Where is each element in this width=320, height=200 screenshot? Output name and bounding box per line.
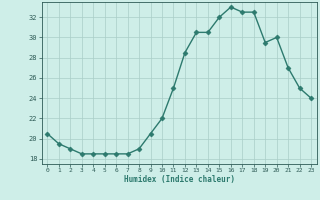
X-axis label: Humidex (Indice chaleur): Humidex (Indice chaleur) [124,175,235,184]
